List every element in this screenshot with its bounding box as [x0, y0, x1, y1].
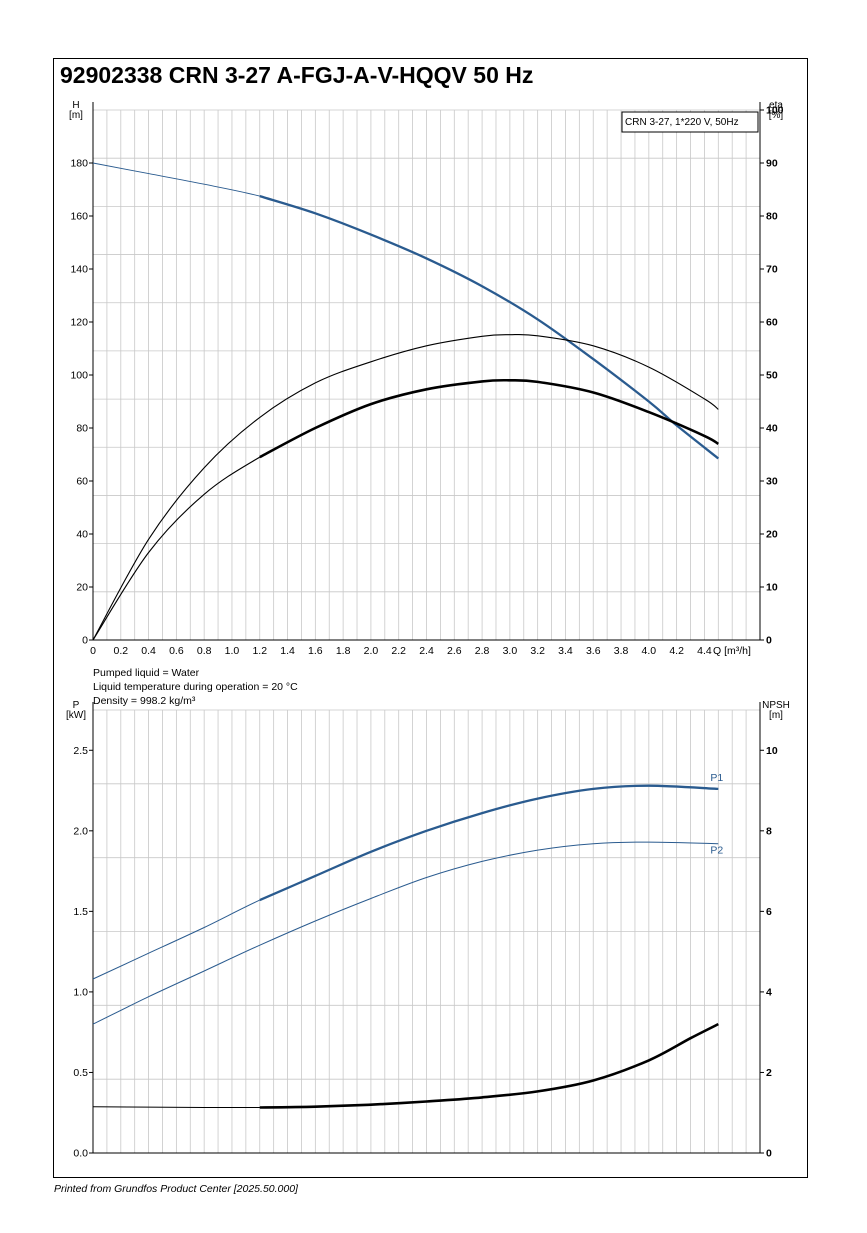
y-tick-label-left: 60 — [76, 476, 88, 488]
liquid-temperature-label: Liquid temperature during operation = 20… — [93, 681, 298, 693]
y-tick-label-left: 140 — [70, 264, 88, 276]
y-tick-label-left: 1.0 — [73, 986, 88, 998]
series-line-p2 — [92, 841, 719, 1025]
y-tick-label-left: 2.5 — [73, 745, 88, 757]
x-tick-label: 2.4 — [419, 645, 434, 657]
power-npsh-chart: 0.0 0.5 1.0 1.5 2.0 2.5 0 2 4 6 8 10 P[kW] NPSH[m] P1 P… — [66, 700, 790, 1160]
y-tick-label-left: 2.0 — [73, 825, 88, 837]
y-tick-label-right: 6 — [766, 906, 772, 918]
y-tick-label-right: 10 — [766, 745, 778, 757]
y-axis-title-right: eta — [769, 100, 783, 111]
x-tick-label: 4.2 — [669, 645, 684, 657]
x-tick-label: 1.0 — [225, 645, 240, 657]
y-axis-title-left: H — [72, 100, 79, 111]
x-tick-label: 0.6 — [169, 645, 184, 657]
x-tick-label: 3.8 — [614, 645, 629, 657]
series-bold-h — [259, 195, 720, 460]
series-label-p1: P1 — [710, 772, 723, 784]
y-tick-label-right: 4 — [766, 986, 772, 998]
y-tick-label-left: 160 — [70, 211, 88, 223]
x-tick-label: 3.2 — [530, 645, 545, 657]
head-efficiency-chart: 0 20 40 60 80 100 120 140 160 180 0 10 20 30 40 50 60 70 8… — [69, 100, 784, 657]
x-tick-label: 3.6 — [586, 645, 601, 657]
series-label-p2: P2 — [710, 845, 723, 857]
legend-text: CRN 3-27, 1*220 V, 50Hz — [625, 117, 739, 128]
y-tick-label-left: 0.5 — [73, 1067, 88, 1079]
legend-box — [621, 111, 759, 133]
x-tick-label: 0.2 — [113, 645, 128, 657]
density-label: Density = 998.2 kg/m³ — [93, 695, 196, 707]
pumped-liquid-label: Pumped liquid = Water — [93, 667, 200, 679]
y-tick-label-right: 60 — [766, 317, 778, 329]
x-tick-label: 2.6 — [447, 645, 462, 657]
series-line-eta-bold- — [92, 379, 719, 641]
x-tick-label: 0.4 — [141, 645, 156, 657]
y-tick-label-right: 90 — [766, 158, 778, 170]
y-tick-label-right: 10 — [766, 582, 778, 594]
x-tick-label: 4.0 — [642, 645, 657, 657]
x-tick-label: 3.0 — [503, 645, 518, 657]
y-tick-label-right: 8 — [766, 825, 772, 837]
y-tick-label-right: 0 — [766, 635, 772, 647]
x-tick-label: 3.4 — [558, 645, 573, 657]
x-tick-label: 2.2 — [391, 645, 406, 657]
y-tick-label-right: 100 — [766, 105, 784, 117]
y-tick-label-right: 20 — [766, 529, 778, 541]
y-axis-title-right: NPSH — [762, 700, 790, 711]
y-tick-label-left: 0 — [82, 635, 88, 647]
x-tick-label: 2.8 — [475, 645, 490, 657]
x-tick-label: 0.8 — [197, 645, 212, 657]
x-tick-label: 1.8 — [336, 645, 351, 657]
y-tick-label-left: 80 — [76, 423, 88, 435]
series-line-p1 — [92, 785, 719, 980]
y-tick-label-left: 1.5 — [73, 906, 88, 918]
x-tick-label: 0 — [90, 645, 96, 657]
series-bold-eta-bold- — [259, 378, 719, 459]
y-axis-title-left: [kW] — [66, 710, 86, 721]
series-bold-p1 — [259, 784, 719, 902]
x-axis-title: Q [m³/h] — [713, 645, 751, 657]
y-tick-label-left: 180 — [70, 158, 88, 170]
x-tick-label: 2.0 — [364, 645, 379, 657]
y-tick-label-right: 40 — [766, 423, 778, 435]
x-tick-label: 1.2 — [252, 645, 267, 657]
y-tick-label-left: 40 — [76, 529, 88, 541]
y-tick-label-right: 80 — [766, 211, 778, 223]
series-line-npsh — [92, 1023, 719, 1109]
y-axis-title-right: [m] — [769, 710, 783, 721]
y-tick-label-left: 100 — [70, 370, 88, 382]
x-tick-label: 1.6 — [308, 645, 323, 657]
y-axis-title-left: [m] — [69, 110, 83, 121]
page-title: 92902338 CRN 3-27 A-FGJ-A-V-HQQV 50 Hz — [60, 62, 534, 88]
y-tick-label-right: 30 — [766, 476, 778, 488]
y-tick-label-right: 50 — [766, 370, 778, 382]
x-tick-label: 1.4 — [280, 645, 295, 657]
page-frame — [53, 58, 808, 1178]
series-bold-npsh — [259, 1022, 719, 1109]
y-axis-title-right: [%] — [769, 110, 784, 121]
y-tick-label-left: 20 — [76, 582, 88, 594]
series-line-eta-thin- — [92, 333, 719, 641]
y-tick-label-right: 70 — [766, 264, 778, 276]
y-tick-label-left: 120 — [70, 317, 88, 329]
y-tick-label-left: 0.0 — [73, 1148, 88, 1160]
y-tick-label-right: 0 — [766, 1148, 772, 1160]
footer-note: Printed from Grundfos Product Center [20… — [54, 1183, 298, 1195]
x-tick-label: 4.4 — [697, 645, 712, 657]
series-line-h — [92, 162, 719, 459]
y-tick-label-right: 2 — [766, 1067, 772, 1079]
y-axis-title-left: P — [73, 700, 80, 711]
